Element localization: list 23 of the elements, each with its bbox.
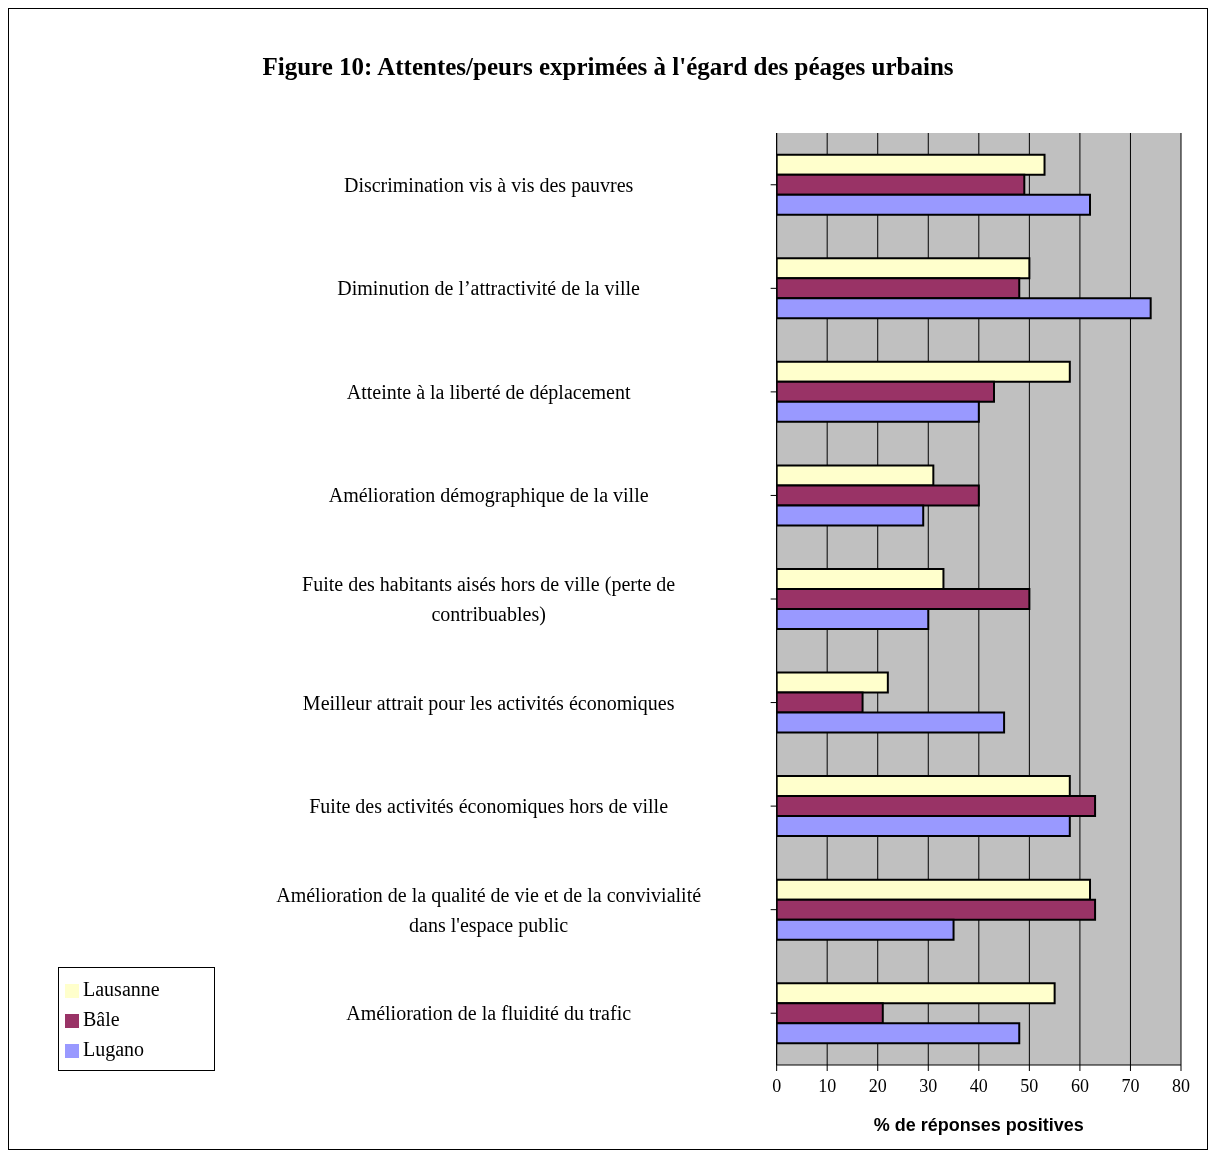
y-tick-label: Fuite des activités économiques hors de ville	[309, 795, 669, 819]
chart-title: Figure 10: Attentes/peurs exprimées à l'égard des péages urbains	[261, 53, 955, 81]
legend-label: Bâle	[83, 1008, 120, 1030]
x-tick-label: 30	[919, 1075, 938, 1096]
x-tick-label: 20	[868, 1075, 887, 1096]
y-tick-label: Amélioration de la qualité de vie et de la convivialité dans l'espace public	[276, 883, 702, 937]
x-tick-label: 50	[1020, 1075, 1039, 1096]
x-tick-label: 60	[1070, 1075, 1089, 1096]
y-tick-label: Diminution de l’attractivité de la ville	[337, 277, 641, 300]
legend-label: Lausanne	[83, 978, 160, 1000]
x-tick-label: 10	[818, 1075, 837, 1096]
y-tick-label: Amélioration démographique de la ville	[328, 484, 649, 508]
y-tick-label: Amélioration de la fluidité du trafic	[346, 1002, 632, 1025]
y-tick-label: Fuite des habitants aisés hors de ville (perte de contribuables)	[302, 573, 676, 626]
x-tick-label: 70	[1121, 1075, 1140, 1096]
y-tick-label: Meilleur attrait pour les activités économiques	[302, 691, 675, 715]
x-axis-title: % de réponses positives	[873, 1115, 1084, 1135]
y-tick-label: Discrimination vis à vis des pauvres	[343, 173, 634, 197]
legend-label: Lugano	[83, 1038, 145, 1060]
y-tick-label: Atteinte à la liberté de déplacement	[346, 380, 631, 404]
x-tick-label: 40	[969, 1075, 988, 1096]
x-tick-label: 80	[1172, 1075, 1190, 1096]
x-tick-label: 0	[772, 1075, 782, 1096]
